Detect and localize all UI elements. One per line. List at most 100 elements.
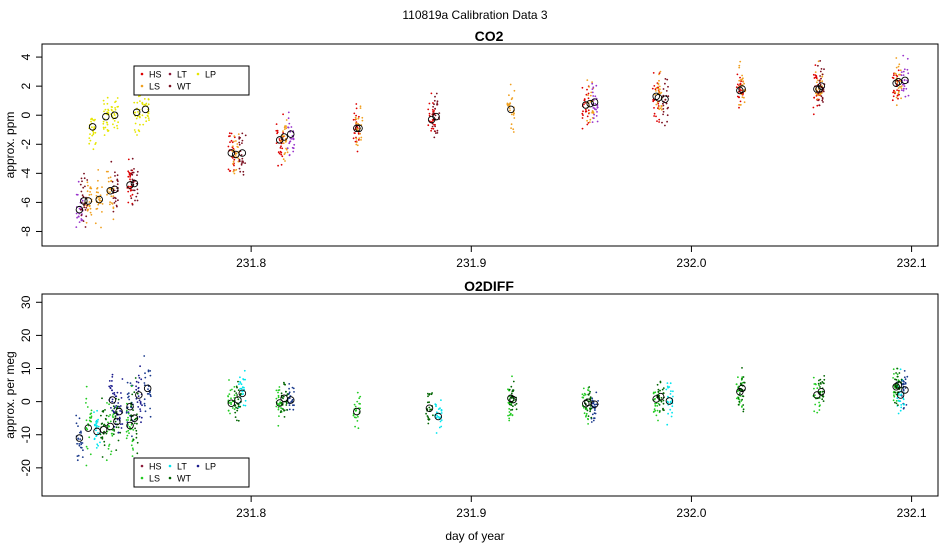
o2diff-scatter-point: [904, 387, 907, 389]
o2diff-scatter-point: [669, 393, 672, 395]
co2-legend-lt-swatch: [168, 72, 172, 76]
o2diff-scatter-point: [742, 408, 745, 411]
co2-scatter-point: [510, 123, 513, 126]
co2-scatter-point: [285, 127, 288, 130]
o2diff-scatter-point: [131, 455, 134, 457]
co2-scatter-point: [902, 74, 905, 76]
co2-scatter-point: [113, 114, 116, 116]
co2-scatter-point: [92, 133, 95, 136]
co2-mean-marker: [507, 105, 515, 114]
o2diff-scatter-point: [85, 445, 88, 448]
o2diff-scatter-point: [353, 403, 356, 406]
o2diff-scatter-point: [118, 416, 121, 419]
co2-scatter-point: [104, 108, 107, 111]
o2diff-scatter-point: [237, 405, 240, 408]
o2diff-scatter-point: [135, 380, 138, 383]
co2-scatter-point: [897, 69, 900, 72]
o2diff-scatter-point: [658, 404, 661, 406]
co2-scatter-point: [112, 123, 114, 126]
co2-scatter-point: [592, 117, 595, 120]
o2diff-scatter-point: [814, 394, 816, 396]
co2-scatter-point: [892, 77, 895, 79]
o2diff-scatter-point: [737, 403, 740, 406]
o2diff-scatter-point: [439, 420, 442, 423]
o2diff-scatter-point: [591, 399, 594, 402]
co2-mean-marker: [582, 101, 590, 109]
o2diff-scatter-point: [428, 393, 431, 396]
co2-scatter-point: [133, 168, 135, 170]
co2-scatter-point: [357, 117, 360, 120]
o2diff-scatter-point: [136, 441, 139, 444]
co2-xtick-label: 232.0: [676, 256, 706, 270]
co2-scatter-point: [509, 102, 511, 105]
o2diff-scatter-point: [110, 384, 112, 387]
co2-scatter-point: [97, 191, 99, 194]
o2diff-scatter-point: [76, 455, 79, 457]
o2diff-scatter-point: [892, 368, 895, 371]
co2-mean-marker: [238, 149, 247, 157]
o2diff-scatter-point: [143, 398, 146, 401]
co2-scatter-point: [130, 173, 133, 176]
o2diff-scatter-point: [902, 389, 905, 392]
co2-legend-hs-label: HS: [149, 70, 162, 80]
co2-ytick-label: -2: [19, 139, 33, 150]
co2-scatter-point: [812, 106, 815, 109]
o2diff-scatter-point: [104, 424, 107, 427]
o2diff-scatter-point: [893, 373, 895, 375]
o2diff-scatter-point: [894, 391, 896, 394]
o2diff-scatter-point: [126, 381, 129, 384]
o2diff-mean-marker: [896, 391, 905, 399]
o2diff-scatter-point: [427, 392, 429, 395]
co2-mean-marker: [75, 205, 84, 214]
o2diff-legend: HS LT LP LS WT: [133, 457, 250, 488]
o2diff-scatter-point: [588, 392, 591, 395]
o2diff-scatter-point: [429, 408, 432, 411]
co2-scatter-point: [591, 121, 594, 123]
co2-scatter-point: [355, 141, 358, 144]
co2-scatter-point: [240, 154, 243, 156]
co2-scatter-point: [239, 170, 242, 173]
co2-scatter-point: [103, 103, 105, 105]
o2diff-scatter-point: [898, 372, 901, 374]
o2diff-mean-marker: [738, 384, 746, 393]
o2diff-scatter-point: [110, 432, 113, 435]
o2diff-mean-marker: [817, 387, 826, 396]
o2diff-scatter-point: [428, 401, 430, 404]
co2-scatter-point: [109, 176, 112, 179]
co2-scatter-point: [281, 134, 284, 137]
o2diff-scatter-point: [139, 365, 142, 368]
co2-scatter-point: [148, 119, 150, 121]
co2-scatter-point: [283, 126, 286, 129]
co2-scatter-point: [740, 79, 742, 81]
co2-scatter-point: [109, 191, 111, 194]
o2diff-scatter-point: [113, 430, 116, 432]
o2diff-scatter-point: [109, 414, 111, 416]
o2diff-scatter-point: [654, 409, 657, 412]
co2-scatter-point: [110, 179, 113, 182]
o2diff-scatter-point: [113, 392, 116, 394]
co2-scatter-point: [587, 122, 590, 124]
o2diff-scatter-point: [818, 401, 820, 404]
co2-scatter-point: [129, 195, 132, 197]
co2-scatter-point: [94, 222, 97, 225]
co2-scatter-point: [657, 83, 660, 86]
o2diff-scatter-point: [510, 404, 513, 406]
o2diff-scatter-point: [359, 395, 362, 398]
co2-scatter-point: [233, 135, 236, 138]
o2diff-scatter-point: [95, 447, 98, 449]
co2-scatter-point: [900, 85, 903, 88]
o2diff-scatter-point: [80, 441, 82, 444]
o2diff-scatter-point: [130, 403, 133, 406]
co2-scatter-point: [137, 129, 140, 132]
o2diff-scatter-point: [117, 398, 120, 401]
co2-scatter-point: [82, 195, 85, 198]
o2diff-scatter-point: [111, 389, 113, 392]
co2-scatter-point: [818, 104, 821, 107]
o2diff-scatter-point: [149, 407, 152, 410]
o2diff-mean-marker: [509, 395, 517, 404]
o2diff-scatter-point: [101, 422, 104, 425]
o2diff-scatter-point: [229, 412, 231, 415]
o2diff-scatter-point: [236, 394, 239, 396]
co2-scatter-point: [815, 95, 818, 97]
o2diff-scatter-point: [358, 397, 361, 400]
